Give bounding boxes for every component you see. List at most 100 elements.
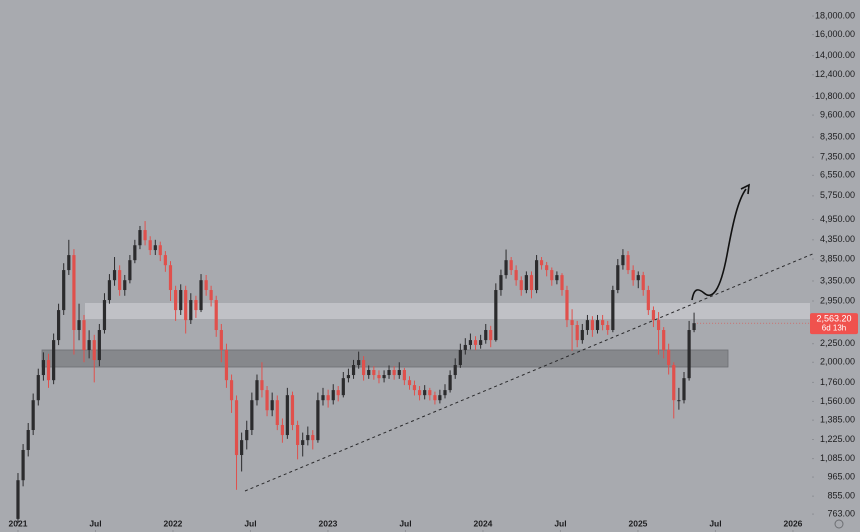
candle-body (662, 330, 666, 350)
settings-icon[interactable] (834, 519, 844, 529)
candle-body (428, 390, 432, 396)
projection-arrow (691, 188, 747, 301)
candle-body (412, 385, 417, 391)
candles (16, 221, 696, 524)
candle-body (626, 255, 630, 271)
candle-body (326, 395, 330, 401)
candle-body (275, 400, 279, 425)
resistance-zone (85, 303, 810, 319)
candle-body (682, 378, 686, 401)
candle-body (458, 349, 462, 366)
candle-body (250, 400, 254, 431)
candle-body (646, 290, 650, 311)
candle-body (31, 400, 35, 431)
candle-body (209, 290, 213, 301)
x-tick-label: 2021 (9, 518, 28, 528)
candle-body (143, 230, 147, 241)
trend-line (244, 252, 816, 492)
candle-body (453, 365, 457, 376)
candle-body (611, 290, 615, 331)
candle-body (601, 320, 605, 326)
y-tick-label: 8,350.00 (820, 131, 855, 141)
candle-body (636, 275, 640, 281)
candle-body (448, 375, 452, 391)
candle-body (67, 255, 71, 271)
candle-body (550, 270, 554, 281)
candle-body (26, 430, 30, 450)
candle-body (229, 380, 234, 401)
candle-body (336, 390, 340, 396)
candle-body (92, 340, 96, 361)
candle-body (77, 320, 81, 331)
x-tick-label: Jul (399, 518, 411, 528)
last-price-box (810, 313, 858, 335)
y-tick-label: 763.00 (827, 508, 855, 518)
y-tick-label: 2,950.00 (820, 295, 855, 305)
candle-body (118, 270, 122, 291)
y-tick-label: 3,350.00 (820, 275, 855, 285)
candle-body (417, 390, 422, 396)
candle-body (46, 360, 51, 381)
candle-body (346, 375, 351, 379)
candle-body (494, 290, 498, 341)
candle-body (479, 340, 483, 345)
y-tick-label: 965.00 (827, 471, 855, 481)
candle-body (641, 275, 645, 291)
candle-body (123, 280, 127, 291)
candle-body (590, 320, 594, 331)
x-tick-label: 2026 (783, 518, 802, 528)
y-tick-label: 3,850.00 (820, 253, 855, 263)
y-tick-label: 16,000.00 (815, 29, 855, 39)
y-tick-label: 10,800.00 (815, 91, 855, 101)
candle-body (367, 370, 371, 376)
candle-body (341, 378, 345, 396)
y-tick-label: 1,760.00 (820, 377, 855, 387)
candle-body (606, 325, 610, 331)
candle-body (36, 375, 40, 401)
candle-body (41, 360, 45, 376)
candle-body (189, 300, 193, 321)
x-tick-label: Jul (554, 518, 566, 528)
candle-body (545, 265, 549, 271)
candle-body (524, 275, 528, 291)
candle-body (362, 360, 366, 376)
candle-body (204, 280, 208, 291)
candle-body (534, 260, 539, 291)
y-tick-label: 1,085.00 (820, 453, 855, 463)
y-tick-label: 9,600.00 (820, 109, 855, 119)
y-tick-label: 5,750.00 (820, 190, 855, 200)
candle-body (656, 320, 661, 331)
candle-body (138, 230, 142, 246)
candle-body (280, 424, 284, 436)
candle-body (565, 290, 569, 321)
candle-body (321, 395, 325, 401)
candle-body (621, 255, 625, 266)
candle-body (158, 245, 162, 256)
candle-body (219, 330, 223, 350)
y-tick-label: 1,560.00 (820, 396, 855, 406)
candle-body (168, 265, 173, 291)
candle-body (16, 480, 20, 519)
candle-body (402, 370, 406, 381)
candle-body (489, 330, 493, 341)
candle-body (677, 400, 681, 402)
candle-body (107, 280, 112, 301)
candle-body (539, 260, 544, 266)
candle-body (392, 370, 396, 376)
candle-body (377, 375, 381, 379)
arrow-head (740, 183, 750, 195)
candle-body (153, 245, 157, 251)
y-tick-label: 2,000.00 (820, 357, 855, 367)
support-zone (41, 349, 729, 368)
candle-body (265, 390, 269, 411)
candle-body (438, 395, 442, 401)
candle-body (372, 370, 376, 376)
candle-body (499, 275, 503, 291)
candle-body (351, 365, 356, 376)
candle-body (128, 260, 132, 281)
candle-body (224, 349, 229, 381)
candle-body (484, 330, 488, 341)
candle-body (382, 375, 386, 379)
